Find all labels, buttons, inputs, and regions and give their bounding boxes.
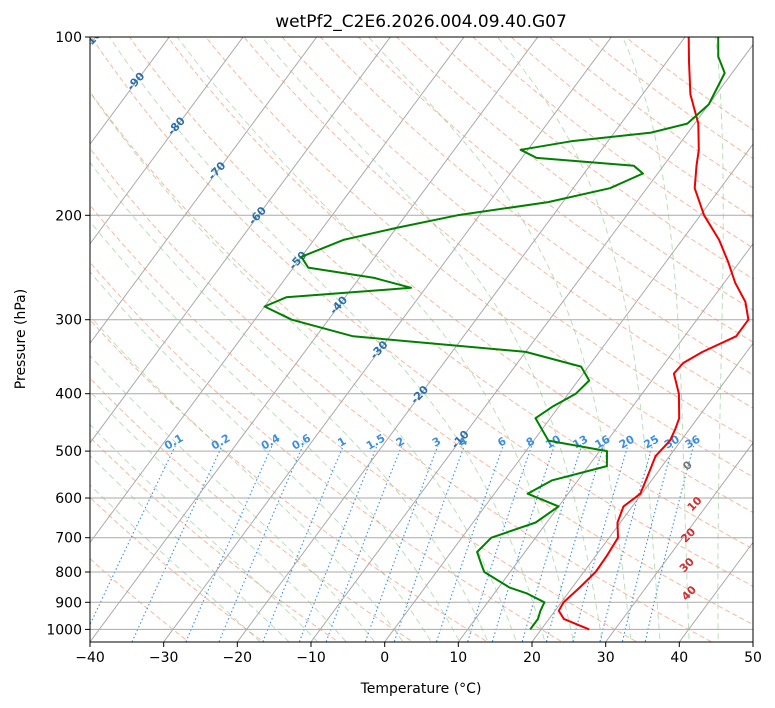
temperature-profile-line (557, 37, 750, 631)
isotherm-line (457, 242, 753, 642)
isotherm-line (90, 37, 318, 345)
y-tick-label: 700 (55, 531, 82, 547)
mixing-ratio-line (545, 445, 605, 642)
y-tick-label: 100 (55, 30, 82, 46)
x-axis-ticks: −40 −30 −20 −10 0 10 20 30 40 50 (75, 642, 762, 666)
moist-adiabat-line (90, 220, 461, 642)
dry-adiabat-line (281, 37, 753, 409)
isotherm-line (90, 37, 465, 544)
dry-adiabat-line (90, 319, 489, 642)
dry-adiabat-line (90, 37, 753, 587)
y-axis-ticks: 100 200 300 400 500 600 700 800 900 1000 (46, 30, 90, 638)
plot-area: -100-90-80-70-60-50-40-30-20-100.10.20.4… (90, 37, 753, 642)
x-tick-label: 20 (523, 650, 541, 666)
dry-adiabat-line (205, 37, 753, 478)
moist-adiabat-line (368, 37, 632, 642)
x-tick-label: 0 (380, 650, 389, 666)
dry-adiabat-line (586, 37, 753, 160)
x-tick-label: −10 (296, 650, 326, 666)
y-axis-label: Pressure (hPa) (13, 289, 29, 389)
y-tick-label: 1000 (46, 622, 82, 638)
sounding-series (263, 37, 750, 631)
isobar-gridlines (90, 37, 753, 630)
x-tick-label: 40 (670, 650, 688, 666)
mixing-ratio-line (644, 445, 695, 642)
dry-adiabats (90, 37, 753, 642)
dry-adiabat-line (395, 37, 753, 311)
mixing-ratio-line (90, 445, 176, 626)
moist-adiabat-line (90, 390, 347, 642)
dry-adiabat-line (243, 37, 753, 443)
moist-adiabat-line (176, 37, 575, 642)
moist-adiabat-line (261, 37, 603, 642)
dry-adiabat-line (90, 261, 564, 642)
mixing-ratio-line (262, 445, 344, 642)
dry-adiabat-line (90, 147, 713, 642)
y-tick-label: 900 (55, 595, 82, 611)
isotherm-line (163, 37, 612, 642)
dry-adiabat-line (90, 90, 753, 626)
isotherm-line (384, 143, 753, 642)
mixing-ratio-line (599, 445, 653, 642)
plot-frame (89, 36, 754, 643)
x-tick-label: 30 (597, 650, 615, 666)
moist-adiabat-line (90, 454, 290, 642)
y-tick-label: 400 (55, 387, 82, 403)
y-tick-label: 500 (55, 444, 82, 460)
mixing-ratio-line (364, 445, 439, 642)
x-tick-label: −30 (149, 650, 179, 666)
y-tick-label: 200 (55, 208, 82, 224)
moist-adiabat-line (90, 161, 489, 642)
mixing-ratio-line (572, 445, 629, 642)
isotherm-line (90, 37, 391, 444)
y-tick-label: 300 (55, 313, 82, 329)
dry-adiabat-line (167, 37, 753, 514)
moist-adiabat-line (108, 37, 546, 642)
mixing-ratio-line (491, 445, 555, 642)
y-tick-label: 600 (55, 491, 82, 507)
x-tick-label: −20 (223, 650, 253, 666)
dry-adiabat-line (434, 37, 753, 280)
isotherm-line (605, 442, 753, 642)
isotherm-line (310, 43, 753, 642)
mixing-ratio-line (185, 445, 273, 642)
mixing-ratio-line (131, 445, 223, 642)
dewpoint-profile-line (263, 37, 726, 630)
moist-adiabat-line (622, 37, 690, 642)
moist-adiabat-line (497, 37, 661, 642)
isotherm-line (236, 37, 686, 642)
mixing-ratio-line (218, 445, 304, 642)
moist-adiabat-line (715, 37, 724, 642)
mixing-ratio-line (521, 445, 583, 642)
dry-adiabat-line (319, 37, 753, 376)
dry-adiabat-line (90, 204, 639, 642)
x-tick-label: −40 (75, 650, 105, 666)
x-axis-label: Temperature (°C) (360, 681, 482, 697)
isotherm-line (531, 342, 753, 642)
mixing-ratio-line (325, 445, 403, 642)
chart-title: wetPf2_C2E6.2026.004.09.40.G07 (275, 12, 567, 32)
y-tick-label: 800 (55, 565, 82, 581)
dry-adiabat-line (90, 377, 414, 642)
x-tick-label: 10 (449, 650, 467, 666)
mixing-ratio-line (298, 445, 378, 642)
dry-adiabat-line (357, 37, 753, 343)
skewed-isotherms (90, 37, 753, 642)
isotherm-line (90, 37, 539, 642)
moist-adiabat-line (90, 271, 433, 642)
x-tick-label: 50 (744, 650, 762, 666)
isotherm-line (90, 37, 244, 245)
moist-adiabat-line (90, 423, 319, 642)
mixing-ratio-line (621, 445, 674, 642)
isotherm-line (90, 37, 170, 146)
dry-adiabat-line (510, 37, 753, 219)
mixing-ratio-lines (90, 445, 695, 642)
